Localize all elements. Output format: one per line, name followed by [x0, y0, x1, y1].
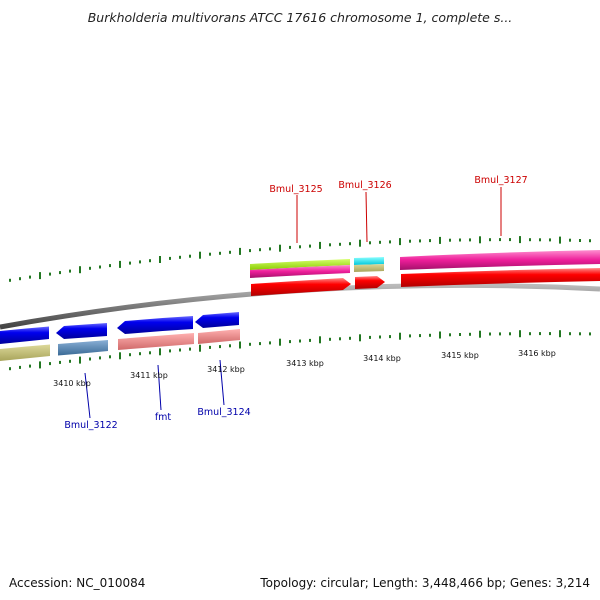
feature-band-lime	[250, 259, 350, 270]
axis-tick-label-3410: 3410 kbp	[53, 379, 91, 388]
leader-line-fmt	[157, 364, 162, 411]
gene-arrow-bmul-3126[interactable]	[355, 276, 385, 289]
accession-label: Accession: NC_010084	[9, 576, 146, 590]
feature-band-magenta	[250, 265, 350, 278]
topology-summary: Topology: circular; Length: 3,448,466 bp…	[260, 576, 590, 590]
axis-tick-label-3415: 3415 kbp	[441, 351, 479, 360]
axis-tick-label-3414: 3414 kbp	[363, 354, 401, 363]
gene-label-bmul-3125[interactable]: Bmul_3125	[269, 184, 322, 195]
feature-band-steelblue	[58, 340, 108, 356]
leader-line-bmul-3126	[365, 191, 368, 243]
gene-label-bmul-3126[interactable]: Bmul_3126	[338, 180, 391, 191]
feature-band-magenta	[400, 250, 600, 270]
forward-strand-features	[250, 250, 600, 278]
axis-tick-label-3412: 3412 kbp	[207, 365, 245, 374]
lower-tick-track	[9, 330, 591, 371]
axis-tick-label-3416: 3416 kbp	[518, 349, 556, 358]
forward-strand-genes	[251, 268, 600, 296]
upper-tick-track	[9, 236, 591, 282]
gene-arrow-bmul-3122[interactable]	[56, 323, 107, 339]
gene-arrow-bmul-3125[interactable]	[251, 278, 351, 296]
gene-label-bmul-3122[interactable]: Bmul_3122	[64, 420, 117, 431]
feature-band-salmon	[198, 329, 240, 344]
gene-label-fmt[interactable]: fmt	[155, 412, 172, 423]
feature-band-khaki	[0, 344, 50, 361]
feature-band-khaki	[354, 264, 384, 272]
feature-band-cyan	[354, 257, 384, 265]
reverse-strand-genes	[0, 312, 239, 344]
label-leader-lines	[84, 187, 502, 419]
axis-tick-label-3411: 3411 kbp	[130, 371, 168, 380]
leader-line-bmul-3122	[84, 372, 91, 419]
axis-tick-label-3413: 3413 kbp	[286, 359, 324, 368]
gene-label-bmul-3124[interactable]: Bmul_3124	[197, 407, 250, 418]
gene-label-bmul-3127[interactable]: Bmul_3127	[474, 175, 527, 186]
gene-arrow-bmul-3122[interactable]	[0, 326, 49, 345]
map-title: Burkholderia multivorans ATCC 17616 chro…	[87, 10, 513, 25]
leader-line-bmul-3124	[219, 359, 225, 406]
gene-arrow-bmul-3124[interactable]	[195, 312, 239, 328]
feature-band-salmon	[118, 333, 194, 350]
gene-arrow-bmul-3127[interactable]	[401, 268, 600, 287]
gene-arrow-fmt[interactable]	[117, 316, 193, 334]
reverse-strand-features	[0, 329, 240, 361]
